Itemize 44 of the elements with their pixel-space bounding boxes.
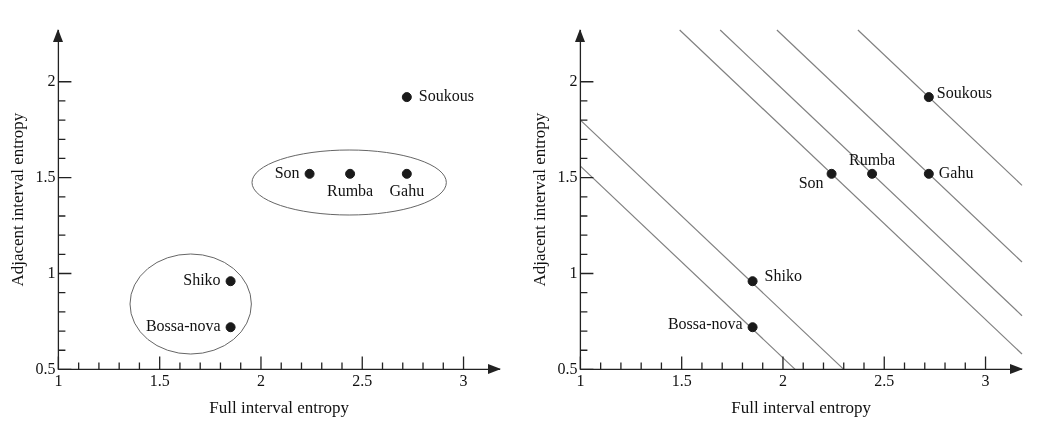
annotation: Son xyxy=(798,174,824,192)
point xyxy=(401,92,412,103)
annotation: Gahu xyxy=(389,182,425,200)
point xyxy=(826,168,837,179)
y-tick-label: 0.5 xyxy=(557,359,578,377)
y-tick-label: 1.5 xyxy=(557,167,578,185)
point xyxy=(401,168,412,179)
point xyxy=(747,322,758,333)
annotation: Soukous xyxy=(418,87,474,105)
annotation: Rumba xyxy=(326,182,374,200)
annotation: Bossa-nova xyxy=(667,315,743,333)
annotation: Bossa-nova xyxy=(145,317,221,335)
point xyxy=(225,322,236,333)
x-tick-label: 3 xyxy=(981,372,990,390)
annotation: Soukous xyxy=(936,84,992,102)
x-tick-label: 2 xyxy=(256,372,265,390)
y-tick-label: 1.5 xyxy=(35,167,56,185)
y-tick-label: 2 xyxy=(47,71,56,89)
point xyxy=(923,168,934,179)
y-tick-label: 2 xyxy=(569,71,578,89)
point xyxy=(304,168,315,179)
point xyxy=(225,276,236,287)
y-tick-label: 0.5 xyxy=(35,359,56,377)
point xyxy=(923,92,934,103)
x-tick-label: 2.5 xyxy=(352,372,373,390)
x-tick-label: 3 xyxy=(459,372,468,390)
annotation: Shiko xyxy=(183,271,221,289)
annotation: Son xyxy=(274,164,300,182)
point xyxy=(867,168,878,179)
y-tick-label: 1 xyxy=(569,263,578,281)
x-tick-label: 1.5 xyxy=(149,372,170,390)
y-axis-title: Adjacent interval entropy xyxy=(7,112,27,287)
point xyxy=(747,276,758,287)
y-axis-title: Adjacent interval entropy xyxy=(529,112,549,287)
y-tick-label: 1 xyxy=(47,263,56,281)
x-axis-title: Full interval entropy xyxy=(731,398,872,418)
point xyxy=(345,168,356,179)
x-tick-label: 1.5 xyxy=(671,372,692,390)
x-axis-title: Full interval entropy xyxy=(209,398,350,418)
annotation: Gahu xyxy=(938,164,974,182)
annotation: Rumba xyxy=(848,151,896,169)
x-tick-label: 2.5 xyxy=(874,372,895,390)
x-tick-label: 2 xyxy=(778,372,787,390)
annotation: Shiko xyxy=(764,267,802,285)
